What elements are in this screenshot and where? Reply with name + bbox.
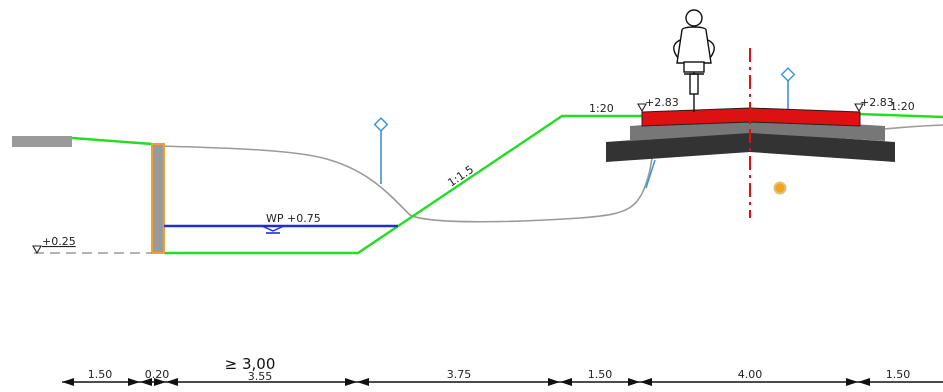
min-width-label: ≥ 3,00 (225, 355, 276, 373)
left-paved-stub (12, 136, 72, 147)
dimension-5: 4.00 (738, 368, 763, 381)
dimension-hidden: 3.55 (248, 370, 273, 383)
slope-label-left-top: 1:20 (589, 102, 614, 115)
dimension-1: 1.50 (88, 368, 113, 381)
level-marker-icon (373, 117, 389, 132)
slope-label-right-top: 1:20 (890, 100, 915, 113)
subbase-layer (606, 132, 895, 162)
terrain-line-left (71, 136, 153, 146)
dimension-arrows (62, 378, 870, 386)
water-level-label: WP +0.75 (266, 212, 321, 225)
dimension-3: 3.75 (447, 368, 472, 381)
retaining-wall (151, 143, 165, 254)
slope-label-bank: 1:1.5 (445, 163, 476, 190)
dimension-4: 1.50 (588, 368, 613, 381)
left-level-label: +0.25 (42, 235, 76, 248)
dimension-2: 0.20 (145, 368, 170, 381)
path-level-marker-right (854, 103, 864, 113)
terrain-line-right (857, 112, 943, 119)
utility-pipe (773, 181, 787, 195)
path-level-marker-left (637, 103, 647, 113)
support-line (645, 159, 656, 189)
path-level-label-left: +2.83 (645, 96, 679, 109)
dimension-6: 1.50 (886, 368, 911, 381)
level-marker-icon (780, 67, 796, 82)
left-level-marker (32, 245, 42, 255)
path-level-label-right: +2.83 (860, 96, 894, 109)
terrain-line-channel (164, 114, 642, 255)
cyclist-icon (673, 9, 715, 112)
existing-ground-line (159, 139, 656, 223)
water-level-marker (261, 225, 285, 232)
